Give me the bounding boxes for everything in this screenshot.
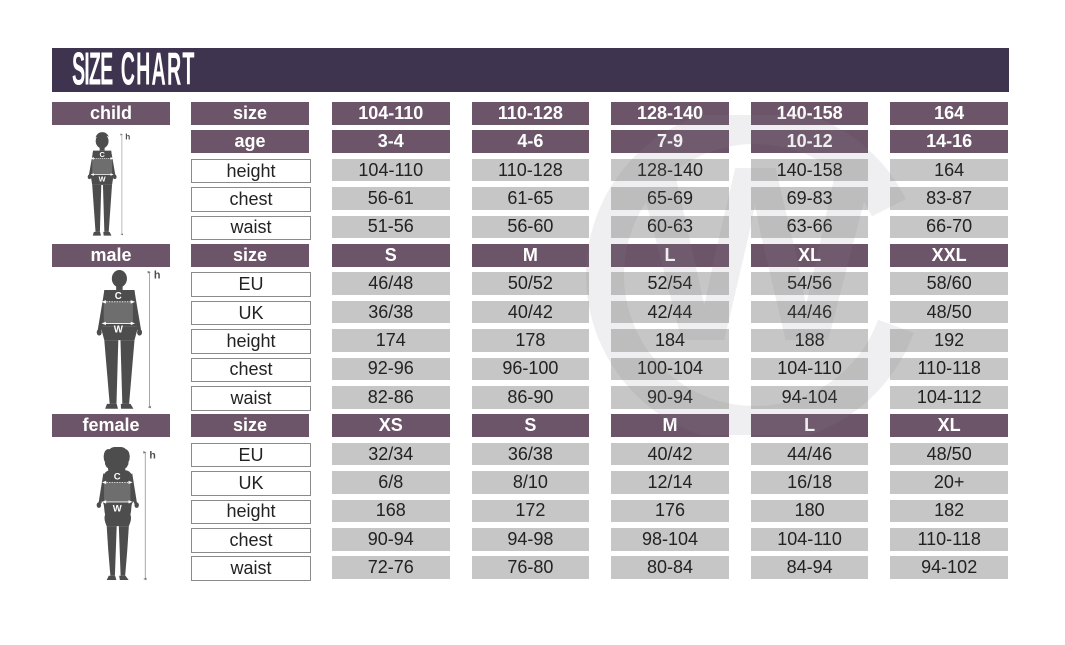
svg-text:h: h	[154, 270, 161, 282]
svg-text:W: W	[114, 325, 124, 336]
svg-text:C: C	[115, 291, 122, 302]
svg-text:C: C	[99, 150, 105, 159]
svg-text:W: W	[113, 503, 122, 514]
svg-text:W: W	[99, 175, 106, 184]
svg-text:W: W	[637, 115, 873, 393]
svg-text:h: h	[125, 132, 130, 141]
svg-text:C: C	[114, 471, 121, 482]
svg-text:h: h	[149, 449, 155, 461]
